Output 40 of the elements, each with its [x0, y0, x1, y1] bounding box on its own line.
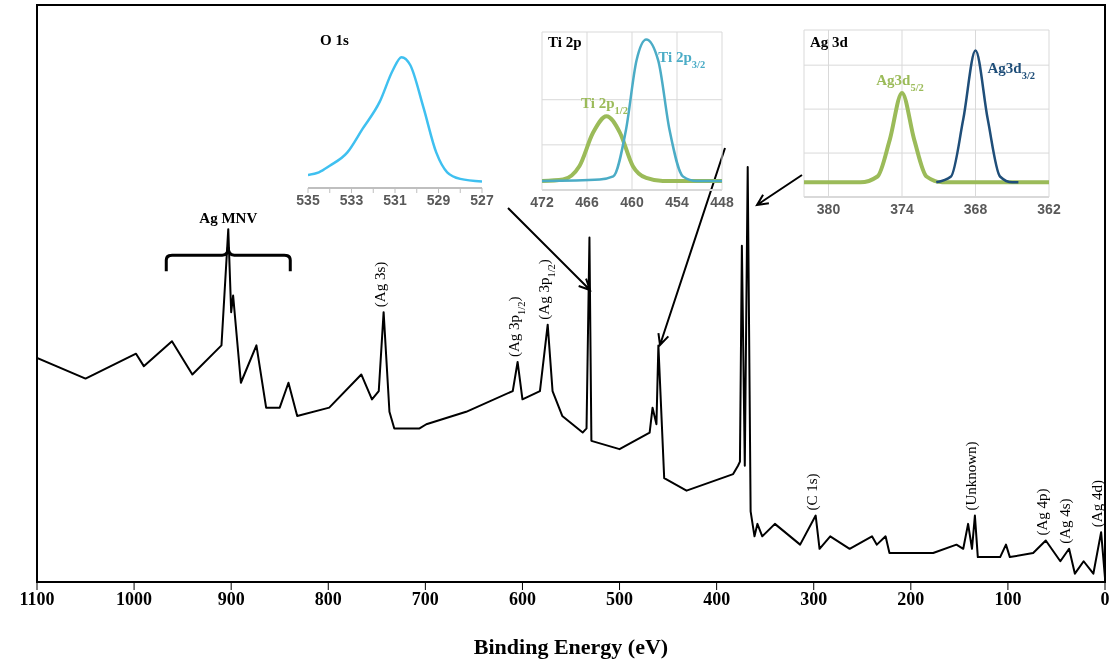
- x-tick-label: 362: [1037, 200, 1061, 217]
- x-tick-label: 1100: [19, 588, 55, 609]
- x-tick-label: 529: [426, 191, 451, 208]
- x-tick-label: 531: [383, 191, 407, 208]
- x-tick-label: 600: [508, 588, 536, 609]
- x-tick-label: 535: [296, 191, 320, 208]
- annotation: (Ag 3s): [371, 261, 389, 308]
- annotation: (C 1s): [803, 473, 821, 511]
- x-tick-label: 368: [963, 200, 988, 217]
- x-tick-label: 448: [710, 193, 734, 210]
- x-tick-label: 466: [575, 193, 599, 210]
- x-tick-label: 900: [217, 588, 245, 609]
- x-tick-label: 200: [897, 588, 925, 609]
- x-tick-label: 700: [411, 588, 439, 609]
- x-tick-label: 1000: [116, 588, 153, 609]
- series-label: Ag3d$_{5/2}$: [876, 71, 924, 93]
- x-tick-label: 400: [703, 588, 731, 609]
- annotation: (Ag 4s): [1057, 498, 1075, 544]
- chart-title: Ag 3d: [810, 34, 848, 51]
- x-tick-label: 533: [339, 191, 364, 208]
- x-tick-label: 380: [816, 200, 841, 217]
- x-axis-title: Binding Energy (eV): [473, 634, 669, 659]
- series-label: Ti 2p$_{1/2}$: [581, 95, 628, 116]
- annotation: (Unknown): [962, 441, 980, 511]
- x-tick-label: 300: [800, 588, 828, 609]
- annotation: (Ag 4p): [1033, 488, 1051, 536]
- x-tick-label: 454: [665, 193, 689, 210]
- x-tick-label: 374: [890, 200, 914, 217]
- x-tick-label: 460: [620, 193, 644, 210]
- chart-title: O 1s: [320, 32, 349, 49]
- annotation: Ag MNV: [199, 210, 258, 227]
- series-label: Ti 2p$_{3/2}$: [658, 48, 706, 70]
- x-tick-label: 800: [314, 588, 342, 609]
- x-tick-label: 527: [470, 191, 494, 208]
- x-tick-label: 0: [1100, 588, 1110, 609]
- x-tick-label: 500: [606, 588, 634, 609]
- x-tick-label: 100: [994, 588, 1022, 609]
- x-tick-label: 472: [530, 193, 554, 210]
- chart-title: Ti 2p: [548, 34, 582, 51]
- series-label: Ag3d$_{3/2}$: [987, 59, 1036, 81]
